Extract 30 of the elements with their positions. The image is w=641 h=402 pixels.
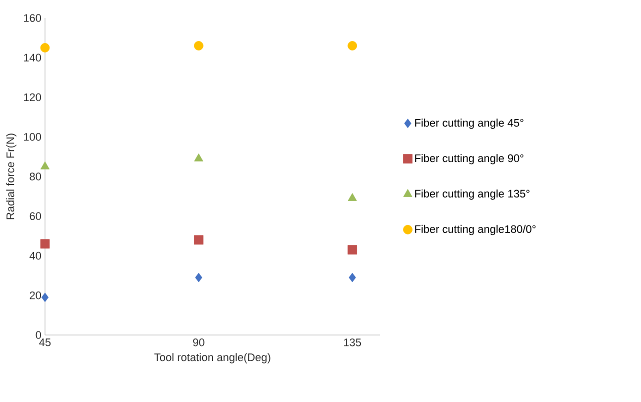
y-tick-label: 20 <box>30 292 42 300</box>
x-tick-label: 135 <box>344 338 362 346</box>
point <box>40 43 50 52</box>
y-tick-label: 60 <box>30 212 42 220</box>
x-tick-label: 90 <box>193 338 204 346</box>
point <box>195 272 202 282</box>
y-axis-title: Radial force Fr(N) <box>6 134 16 220</box>
y-tick-label: 0 <box>36 331 42 339</box>
y-tick-label: 140 <box>24 54 42 62</box>
point <box>348 41 358 50</box>
y-tick-label: 100 <box>24 133 42 141</box>
point <box>348 245 358 254</box>
y-tick-label: 120 <box>24 93 42 102</box>
legend-label: Fiber cutting angle 90° <box>415 154 524 164</box>
point <box>348 193 357 201</box>
point <box>194 153 204 162</box>
legend-label: Fiber cutting angle 135° <box>415 189 530 200</box>
legend-label: Fiber cutting angle180/0° <box>415 224 536 236</box>
point <box>40 239 50 249</box>
point <box>41 292 49 302</box>
point <box>194 41 204 50</box>
y-tick-label: 80 <box>30 172 42 180</box>
y-tick-label: 160 <box>24 14 42 22</box>
point <box>40 161 50 170</box>
point <box>194 235 204 245</box>
legend-label: Fiber cutting angle 45° <box>415 118 524 129</box>
x-axis-title: Tool rotation angle(Deg) <box>154 353 270 364</box>
y-tick-label: 40 <box>30 252 42 260</box>
x-tick-label: 45 <box>39 338 51 346</box>
point <box>348 272 356 282</box>
